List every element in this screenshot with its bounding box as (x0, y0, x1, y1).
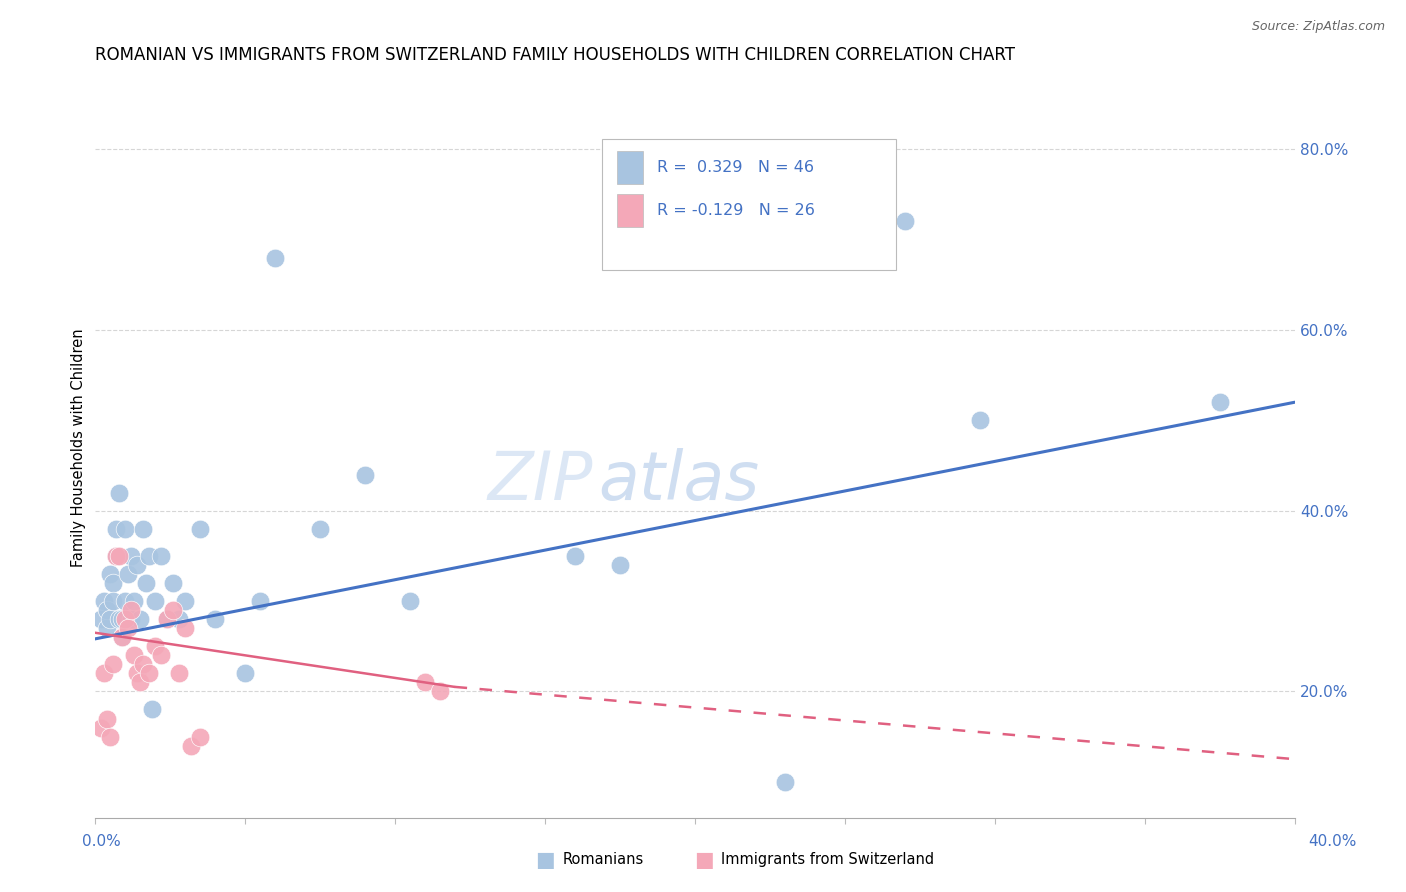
Point (117, 621, 139, 635)
Text: Romanians: Romanians (562, 853, 644, 867)
Point (969, 413, 991, 427)
Point (107, 549, 129, 563)
Point (90, 721, 112, 735)
Text: 40.0%: 40.0% (1309, 834, 1357, 848)
Point (143, 639, 166, 653)
Text: ■: ■ (536, 850, 555, 870)
Point (609, 558, 631, 572)
Point (90, 612, 112, 626)
Point (308, 522, 330, 536)
Point (893, 214, 915, 228)
Point (104, 549, 127, 563)
Point (93, 594, 115, 608)
Point (167, 666, 190, 681)
Point (429, 684, 451, 698)
Point (93, 666, 115, 681)
Point (263, 251, 285, 265)
Point (138, 549, 160, 563)
Point (155, 612, 177, 626)
Point (110, 612, 132, 626)
Point (120, 612, 142, 626)
Text: 0.0%: 0.0% (82, 834, 121, 848)
Point (125, 558, 148, 572)
Point (162, 603, 184, 617)
Point (104, 522, 127, 536)
Point (101, 657, 124, 672)
Text: ■: ■ (695, 850, 714, 870)
Point (564, 549, 586, 563)
Point (204, 612, 226, 626)
Point (141, 702, 163, 716)
Point (162, 576, 184, 591)
Point (125, 666, 148, 681)
Point (188, 730, 211, 744)
Point (122, 648, 145, 663)
Text: ROMANIAN VS IMMIGRANTS FROM SWITZERLAND FAMILY HOUSEHOLDS WITH CHILDREN CORRELAT: ROMANIAN VS IMMIGRANTS FROM SWITZERLAND … (94, 46, 1015, 64)
Text: Immigrants from Switzerland: Immigrants from Switzerland (721, 853, 935, 867)
Point (110, 630, 132, 644)
Point (188, 522, 211, 536)
Point (122, 594, 145, 608)
Text: R = -0.129   N = 26: R = -0.129 N = 26 (658, 203, 815, 219)
Text: atlas: atlas (599, 448, 759, 514)
Point (114, 522, 136, 536)
Point (114, 594, 136, 608)
Point (107, 485, 129, 500)
Point (143, 594, 166, 608)
Point (233, 666, 256, 681)
Point (135, 576, 157, 591)
Point (120, 603, 142, 617)
Point (104, 549, 127, 563)
FancyBboxPatch shape (617, 194, 643, 227)
Point (353, 467, 375, 482)
Point (138, 666, 160, 681)
Point (98, 730, 121, 744)
Point (131, 657, 153, 672)
Point (1209, 395, 1232, 409)
Point (101, 594, 124, 608)
FancyBboxPatch shape (602, 139, 896, 269)
Text: ZIP: ZIP (488, 448, 593, 514)
Point (128, 612, 150, 626)
Point (96, 712, 118, 726)
Point (114, 612, 136, 626)
Point (413, 675, 436, 690)
Point (149, 648, 172, 663)
Point (173, 594, 195, 608)
Point (155, 612, 177, 626)
FancyBboxPatch shape (617, 151, 643, 185)
Text: R =  0.329   N = 46: R = 0.329 N = 46 (658, 161, 814, 175)
Point (120, 549, 142, 563)
Point (96, 603, 118, 617)
Point (110, 630, 132, 644)
Point (398, 594, 420, 608)
Point (101, 576, 124, 591)
Point (149, 549, 172, 563)
Text: Source: ZipAtlas.com: Source: ZipAtlas.com (1251, 20, 1385, 33)
Point (773, 774, 796, 789)
Point (107, 612, 129, 626)
Y-axis label: Family Households with Children: Family Households with Children (72, 328, 86, 566)
Point (98, 566, 121, 581)
Point (249, 594, 271, 608)
Point (96, 621, 118, 635)
Point (173, 621, 195, 635)
Point (128, 675, 150, 690)
Point (117, 566, 139, 581)
Point (98, 612, 121, 626)
Point (131, 522, 153, 536)
Point (180, 739, 202, 753)
Point (167, 612, 190, 626)
